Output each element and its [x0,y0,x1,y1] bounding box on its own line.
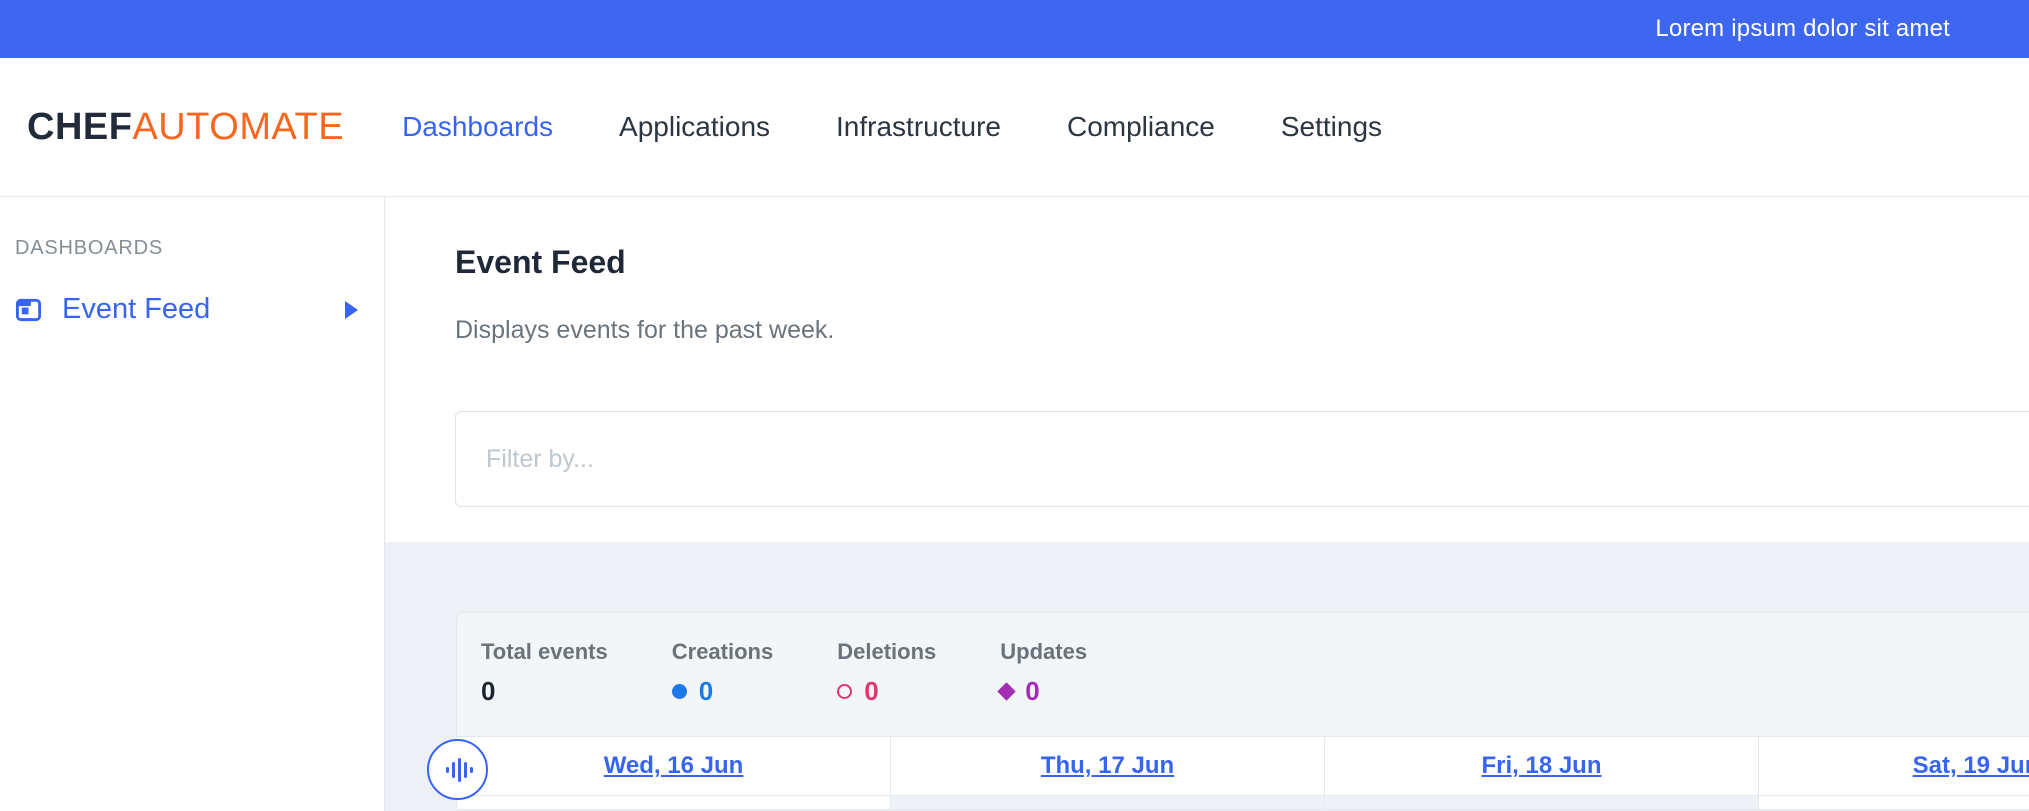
day-cell: Sat, 19 Jun [1759,737,2029,795]
page-title: Event Feed [455,244,626,280]
stat-deletions-value: 0 [864,676,879,706]
stat-creations-value: 0 [698,676,714,706]
sidebar: DASHBOARDS Event Feed [0,197,385,811]
main-nav: Dashboards Applications Infrastructure C… [402,111,1382,143]
stat-updates-value: 0 [1025,676,1040,706]
sidebar-item-label: Event Feed [62,293,211,325]
chevron-right-icon[interactable] [345,300,358,319]
app-header: CHEFAUTOMATE Dashboards Applications Inf… [0,58,2029,197]
sidebar-section-label: DASHBOARDS [15,237,164,259]
page-description: Displays events for the past week. [455,316,835,344]
filter-input[interactable] [455,411,2029,507]
nav-applications[interactable]: Applications [619,111,771,142]
nav-dashboards[interactable]: Dashboards [402,111,554,142]
nav-compliance[interactable]: Compliance [1066,111,1215,142]
timeline-day-cell [1759,796,2029,809]
chef-automate-logo[interactable]: CHEFAUTOMATE [27,106,344,149]
timeline-day-cell [891,796,1325,809]
page-head: Event Feed Displays events for the past … [385,197,2029,344]
filter-bar [385,411,2029,507]
timeline-row-partial [457,796,2029,809]
guitar-strings-icon [445,757,473,782]
day-link-wed-16-jun[interactable]: Wed, 16 Jun [603,752,744,779]
stat-deletions-label: Deletions [837,639,937,664]
stat-total-events-value: 0 [481,676,496,706]
content-row: DASHBOARDS Event Feed Event Feed Display… [0,197,2029,811]
event-feed-section: Total events 0 Creations 0 [385,542,2029,811]
logo-product-text: AUTOMATE [132,105,345,148]
sidebar-item-event-feed[interactable]: Event Feed [15,293,384,326]
banner-message: Lorem ipsum dolor sit amet [1655,15,1950,42]
stat-creations-label: Creations [671,639,774,664]
nav-infrastructure[interactable]: Infrastructure [836,111,1001,142]
stat-updates: Updates 0 [997,639,1088,707]
timeline-toggle-button[interactable] [427,739,488,800]
creations-marker-icon [671,684,687,699]
day-header-row: Wed, 16 Jun Thu, 17 Jun Fri, 18 Jun Sat,… [457,736,2029,796]
top-banner: Lorem ipsum dolor sit amet [0,0,2029,58]
day-cell: Thu, 17 Jun [891,737,1325,795]
stat-deletions: Deletions 0 [837,640,936,707]
nav-settings[interactable]: Settings [1280,111,1383,142]
event-stats-row: Total events 0 Creations 0 [457,613,2029,736]
day-cell: Fri, 18 Jun [1325,737,1759,795]
day-cell: Wed, 16 Jun [457,737,891,795]
timeline-day-cell [457,796,891,809]
stat-creations: Creations 0 [671,639,774,707]
timeline-day-cell [1325,796,1759,809]
stat-total-events-label: Total events [481,639,608,664]
deletions-marker-icon [837,684,853,699]
stat-updates-label: Updates [1000,639,1088,664]
updates-marker-icon [997,682,1016,701]
day-link-thu-17-jun[interactable]: Thu, 17 Jun [1040,752,1175,779]
logo-brand-text: CHEF [27,105,133,148]
main-panel: Event Feed Displays events for the past … [385,197,2029,811]
calendar-icon [15,298,42,322]
day-link-fri-18-jun[interactable]: Fri, 18 Jun [1481,752,1602,779]
day-link-sat-19-jun[interactable]: Sat, 19 Jun [1912,752,2029,779]
event-summary-card: Total events 0 Creations 0 [456,612,2029,810]
stat-total-events: Total events 0 [481,640,608,707]
